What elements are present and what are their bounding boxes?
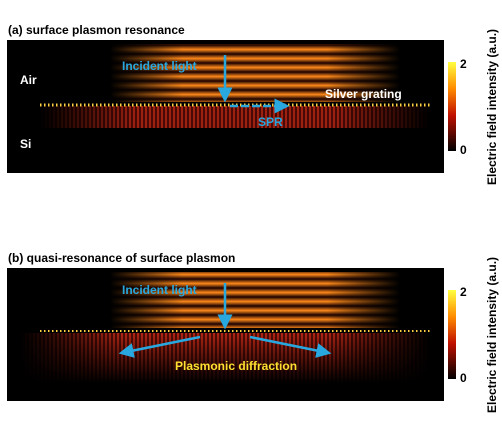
colorbar-label: Electric field intensity (a.u.) [485, 29, 499, 185]
label: Si [20, 137, 31, 151]
label: Incident light [122, 59, 197, 73]
label: Air [20, 73, 37, 87]
colorbar-tick: 0 [460, 371, 467, 385]
label: Silver grating [325, 87, 402, 101]
diffraction [20, 333, 430, 383]
label: Incident light [122, 283, 197, 297]
figure: (a) surface plasmon resonance Air Si Inc… [0, 0, 502, 441]
colorbar-tick: 0 [460, 143, 467, 157]
standing-wave [110, 272, 400, 328]
colorbar-tick: 2 [460, 57, 467, 71]
page: {"panels":[ {"title":"(a) surface plasmo… [0, 0, 502, 446]
panel-title: (b) quasi-resonance of surface plasmon [8, 251, 235, 265]
label: SPR [258, 115, 283, 129]
near-field [40, 106, 430, 128]
colorbar-label: Electric field intensity (a.u.) [485, 257, 499, 413]
label: Plasmonic diffraction [175, 359, 297, 373]
panel-title: (a) surface plasmon resonance [8, 23, 185, 37]
colorbar [448, 290, 456, 379]
colorbar-tick: 2 [460, 285, 467, 299]
colorbar [448, 62, 456, 151]
